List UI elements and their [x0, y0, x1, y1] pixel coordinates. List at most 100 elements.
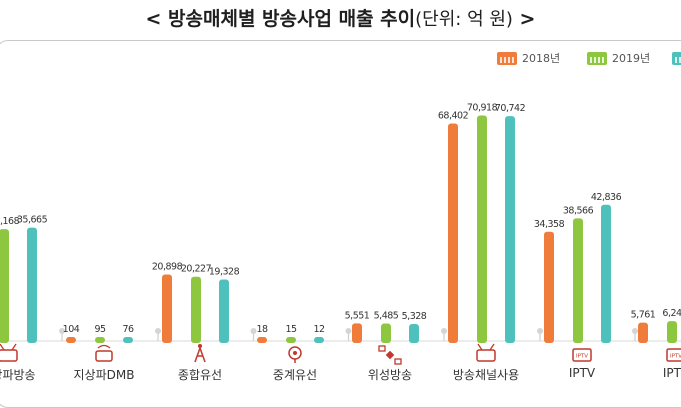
- data-label: 34,358: [534, 219, 565, 230]
- legend-2019: 2019년: [587, 50, 650, 66]
- mobile-dmb-icon: [95, 344, 113, 362]
- data-label: 38,566: [563, 205, 594, 216]
- category-label: 방송채널사용: [452, 368, 520, 382]
- bar: [477, 115, 487, 344]
- bar: [409, 324, 419, 343]
- icon-part: [0, 343, 5, 351]
- icon-part: [666, 348, 681, 362]
- icon-part: IPTV: [670, 354, 681, 360]
- icon-part: [378, 345, 386, 352]
- data-label: 5,551: [345, 310, 370, 321]
- bar: [0, 229, 9, 343]
- group-separator-dot: [345, 328, 352, 334]
- group-separator-dot: [250, 328, 257, 334]
- bar: [27, 227, 37, 343]
- icon-part: [293, 351, 297, 355]
- data-label: 5,485: [374, 311, 399, 322]
- iptv-icon: IPTV: [666, 348, 681, 362]
- calendar-icon: [497, 51, 517, 65]
- bar: [352, 323, 362, 343]
- calendar-icon: [672, 51, 681, 65]
- data-label: 5,328: [402, 311, 427, 322]
- group-separator-dot: [59, 328, 65, 334]
- data-label: 95: [94, 324, 106, 335]
- bar: [123, 337, 133, 343]
- data-label: 6,24: [662, 308, 681, 319]
- title-main: 방송매체별 방송사업 매출 추이: [168, 8, 416, 30]
- legend-label-2019: 2019년: [612, 52, 651, 65]
- category-label: 위성방송: [367, 368, 413, 382]
- title-prefix: <: [145, 8, 169, 30]
- title-unit: (단위: 억 원): [415, 9, 513, 30]
- data-label: 70,742: [495, 103, 526, 114]
- iptv-icon: IPTV: [572, 348, 592, 362]
- data-label: 12: [313, 324, 325, 335]
- category-label: 지상파방송: [0, 368, 36, 382]
- bar: [381, 323, 391, 343]
- group-separator-dot: [537, 328, 543, 334]
- bar: [162, 274, 172, 343]
- legend-2018: 2018년: [497, 50, 560, 66]
- legend-label-2018: 2018년: [522, 52, 561, 65]
- bar: [219, 279, 229, 343]
- icon-part: [198, 344, 202, 348]
- data-label: 5,761: [631, 310, 656, 321]
- broadcast-tower-icon: [194, 344, 206, 363]
- data-label: 76: [122, 324, 134, 335]
- satellite-icon: [378, 345, 402, 365]
- bar: [191, 276, 201, 343]
- data-label: 20,898: [152, 262, 183, 273]
- category-label: 중계유선: [272, 368, 318, 382]
- icon-part: [97, 344, 111, 349]
- icon-part: [95, 350, 113, 362]
- icon-part: IPTV: [576, 354, 588, 360]
- data-label: 18: [256, 324, 268, 335]
- category-label: 종합유선: [177, 368, 223, 382]
- bar: [95, 337, 105, 343]
- bar: [66, 337, 76, 343]
- bar: [638, 322, 648, 343]
- icon-part: [572, 348, 592, 362]
- category-label: IPTV: [568, 366, 596, 380]
- bar: [667, 321, 677, 343]
- category-label: IPTV: [662, 366, 681, 380]
- bar: [573, 218, 583, 343]
- group-separator-dot: [632, 328, 638, 334]
- bar: [286, 337, 296, 343]
- relay-signal-icon: [288, 346, 302, 363]
- icon-part: [394, 358, 402, 365]
- tv-antenna-icon: [0, 343, 18, 362]
- calendar-icon: [587, 51, 607, 65]
- data-label: 19,328: [209, 267, 240, 278]
- category-label: 지상파DMB: [73, 368, 135, 382]
- bar: [448, 123, 458, 343]
- icon-part: [477, 343, 483, 351]
- group-separator-dot: [441, 328, 447, 334]
- data-label: 104: [63, 324, 80, 335]
- chart-panel: [0, 40, 681, 408]
- data-label: 20,227: [181, 264, 212, 275]
- icon-part: [489, 343, 495, 351]
- icon-part: [476, 349, 496, 362]
- bar: [544, 231, 554, 343]
- data-label: 35,168: [0, 216, 20, 227]
- bar: [257, 337, 267, 343]
- data-label: 15: [285, 324, 297, 335]
- legend-2020: [672, 50, 681, 66]
- data-label: 42,836: [591, 192, 622, 203]
- icon-part: [0, 349, 18, 362]
- group-separator-dot: [155, 328, 161, 334]
- tv-channel-icon: [476, 343, 496, 362]
- bar: [505, 116, 515, 343]
- icon-part: [194, 347, 206, 363]
- icon-part: [385, 350, 395, 360]
- bar: [601, 204, 611, 343]
- icon-part: [11, 343, 17, 351]
- data-label: 70,918: [467, 103, 498, 114]
- data-label: 68,402: [438, 111, 469, 122]
- title-suffix: >: [512, 8, 536, 30]
- data-label: 35,665: [17, 215, 48, 226]
- bar: [314, 337, 324, 343]
- chart-title: < 방송매체별 방송사업 매출 추이(단위: 억 원) >: [0, 4, 681, 31]
